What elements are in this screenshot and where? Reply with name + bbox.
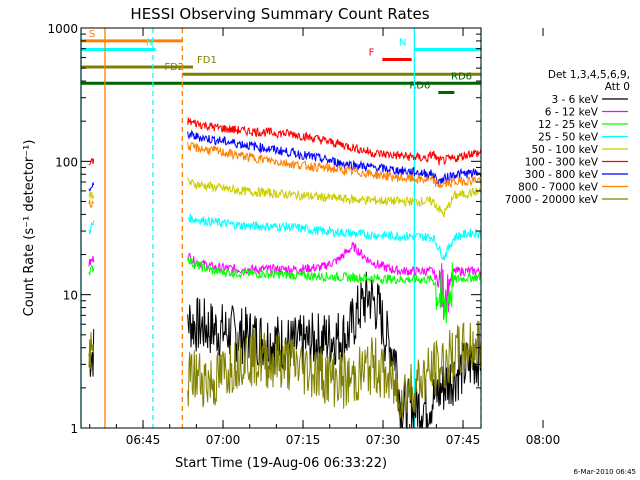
flag-label-rd6-4: RD6 xyxy=(451,71,472,82)
legend-label-3: 25 - 50 keV xyxy=(538,132,599,144)
x-tick-label-1: 07:00 xyxy=(206,433,241,447)
legend-label-0: 3 - 6 keV xyxy=(551,94,598,106)
y-axis: 1 10 100 1000 xyxy=(47,22,481,436)
flag-label-s-0: S xyxy=(89,29,95,40)
y-tick-label-1: 10 xyxy=(63,289,78,303)
flag-label-f-5: F xyxy=(369,48,375,59)
legend-label-4: 50 - 100 keV xyxy=(531,144,598,156)
x-tick-label-3: 07:30 xyxy=(366,433,401,447)
x-tick-label-5: 08:00 xyxy=(526,433,561,447)
series-line-5 xyxy=(88,117,482,166)
flag-label-n-6: N xyxy=(399,37,406,48)
legend-label-6: 300 - 800 keV xyxy=(525,169,599,181)
series-line-3 xyxy=(88,213,482,261)
x-axis: 06:45 07:00 07:15 07:30 07:45 08:00 xyxy=(89,28,561,447)
flag-label-fd1-2: FD1 xyxy=(197,55,217,66)
legend-title-1: Att 0 xyxy=(605,81,630,93)
legend-label-5: 100 - 300 keV xyxy=(525,157,599,169)
series-line-6 xyxy=(88,129,482,192)
series-line-1 xyxy=(88,241,482,320)
series-line-8 xyxy=(88,320,482,421)
legend-label-2: 12 - 25 keV xyxy=(538,119,599,131)
chart-title: HESSI Observing Summary Count Rates xyxy=(130,5,429,23)
series-line-7 xyxy=(88,141,482,209)
x-tick-label-0: 06:45 xyxy=(126,433,161,447)
flag-label-rd6-7: RD6 xyxy=(409,81,430,92)
y-tick-label-0: 1 xyxy=(70,422,78,436)
x-axis-label: Start Time (19-Aug-06 06:33:22) xyxy=(175,456,387,471)
flags-layer: S N FD1 FD2 RD6 F N RD6 xyxy=(81,29,481,95)
legend-label-8: 7000 - 20000 keV xyxy=(505,194,599,206)
flag-label-n-1: N xyxy=(146,37,153,48)
plot-frame xyxy=(80,27,482,429)
legend-label-1: 6 - 12 keV xyxy=(545,107,599,119)
legend-label-7: 800 - 7000 keV xyxy=(518,182,599,194)
y-tick-label-2: 100 xyxy=(55,155,78,169)
y-tick-label-3: 1000 xyxy=(47,22,78,36)
series-line-2 xyxy=(88,257,482,324)
series-line-4 xyxy=(88,177,482,218)
flag-label-fd2-3: FD2 xyxy=(164,62,184,73)
series-layer xyxy=(88,117,482,430)
legend-title-0: Det 1,3,4,5,6,9, xyxy=(548,69,630,81)
y-axis-label: Count Rate (s⁻¹ detector⁻¹) xyxy=(22,140,37,317)
x-tick-label-2: 07:15 xyxy=(286,433,321,447)
footer-date: 6-Mar-2010 06:45 xyxy=(574,468,636,476)
x-tick-label-4: 07:45 xyxy=(446,433,481,447)
